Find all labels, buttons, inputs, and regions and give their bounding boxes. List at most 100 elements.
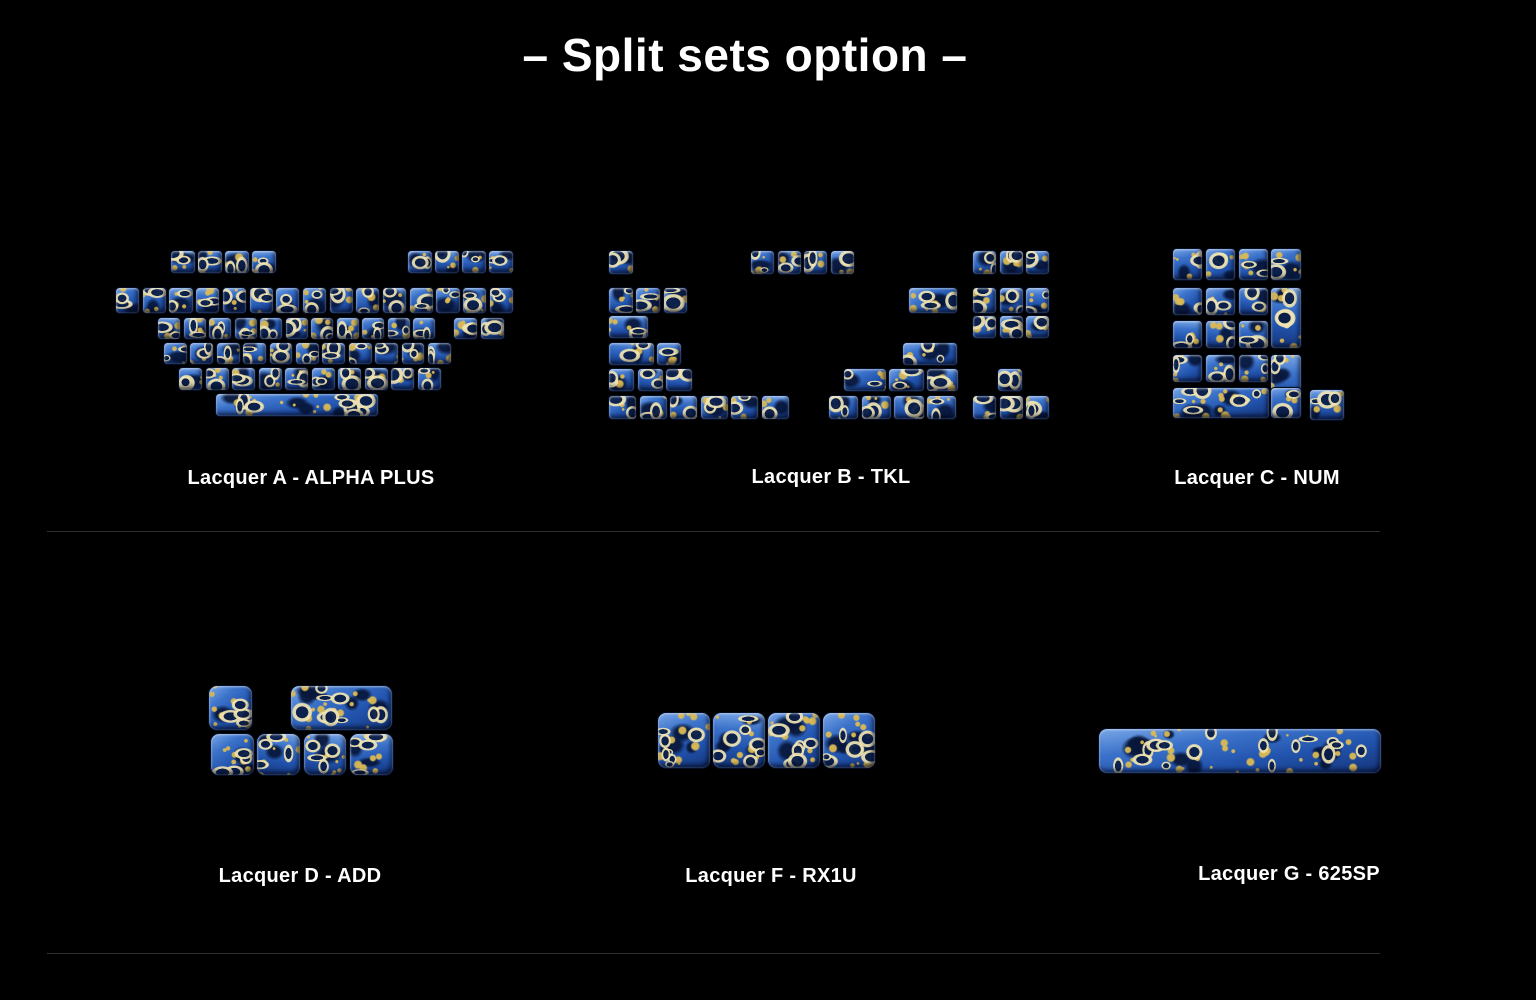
keycap [767,712,821,769]
set-label-lacquer-d: Lacquer D - ADD [218,865,382,887]
keycap [1172,248,1204,281]
keycap [348,733,394,776]
keycap [1270,287,1302,349]
keycap [657,712,711,769]
keycap [268,342,294,365]
keycap [902,342,958,366]
keycap [669,395,698,420]
keycap [608,287,634,314]
keycap [776,250,802,275]
keycap [231,367,256,391]
keycap [1025,315,1051,339]
keycap [760,395,790,420]
keycap [998,395,1024,420]
keycap [435,287,461,314]
keycap [189,342,215,365]
keycap [893,395,925,420]
keycap [822,712,876,769]
set-label-lacquer-f: Lacquer F - RX1U [685,865,857,887]
set-label-lacquer-b: Lacquer B - TKL [751,466,911,488]
keycap [390,367,415,391]
keycap [1237,320,1269,349]
keycap [665,368,693,392]
keycap [998,250,1024,275]
keycap [843,368,887,392]
keycap [233,317,258,340]
keycap [1237,248,1269,281]
keycap [998,315,1024,339]
keycap [163,342,188,365]
keycap [195,287,221,314]
keycap-set-lacquer-b [608,250,1054,422]
keycap [204,367,230,391]
keycap [1270,248,1302,281]
keycap [803,250,828,275]
keycap [221,287,247,314]
keycap-set-lacquer-d [208,685,394,778]
keycap [888,368,925,392]
keycap [1172,354,1204,383]
keycap [712,712,766,769]
keycap [1204,287,1237,316]
keycap [215,342,241,365]
keycap [479,317,505,340]
keycap [998,287,1024,314]
keycap [178,367,203,391]
section-divider-top [47,531,1380,532]
keycap [182,317,207,340]
keycap [635,287,662,314]
keycap [1025,287,1051,314]
keycap [488,250,514,274]
keycap [115,287,141,314]
keycap [636,368,664,392]
keycap [453,317,478,340]
section-divider-bottom [47,953,1380,954]
keycap [1172,387,1270,419]
keycap [608,342,655,366]
keycap [168,287,194,314]
keycap [972,395,998,420]
keycap [347,342,373,365]
keycap [251,250,277,274]
keycap [284,317,309,340]
keycap [1204,354,1237,383]
keycap [224,250,250,274]
keycap [301,287,328,314]
keycap [407,250,433,274]
keycap [208,685,253,731]
keycap [638,395,668,420]
keycap [257,367,283,391]
keycap [416,367,442,391]
keycap [1172,287,1204,316]
keycap [275,287,301,314]
keycap [337,367,362,391]
keycap-set-lacquer-a [115,250,515,422]
keycap [242,342,268,365]
keycap [608,315,649,339]
keycap [256,733,302,776]
keycap-set-lacquer-c [1168,247,1348,423]
keycap [750,250,775,275]
keycap [361,317,385,340]
keycap [408,287,434,314]
keycap [1025,250,1051,275]
keycap [208,317,232,340]
section-title: – Split sets option – [522,29,968,81]
keycap [335,317,360,340]
keycap [608,250,634,275]
keycap [1270,387,1302,419]
keycap [1025,395,1051,420]
keycap [355,287,381,314]
keycap [972,250,998,275]
keycap-set-lacquer-f [657,712,876,770]
set-label-lacquer-a: Lacquer A - ALPHA PLUS [187,467,435,489]
keycap [1098,728,1382,774]
keycap [284,367,309,391]
keycap [997,368,1023,392]
keycap [363,367,389,391]
keycap [730,395,759,420]
keycap [141,287,167,314]
keycap [412,317,436,340]
keycap [1237,354,1269,383]
